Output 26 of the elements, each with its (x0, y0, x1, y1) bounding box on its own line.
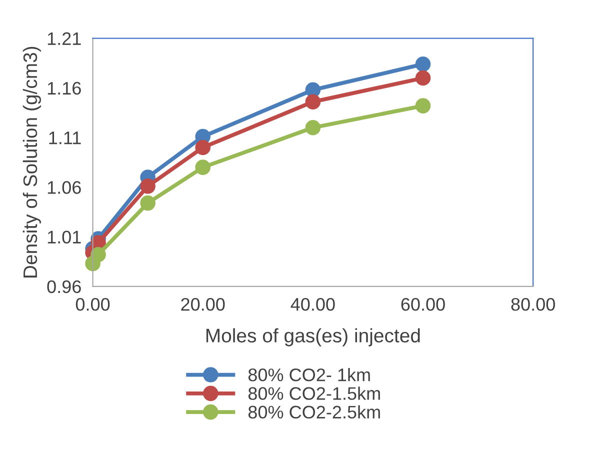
y-tick-label: 1.01 (48, 230, 81, 244)
point (195, 160, 210, 175)
point (415, 70, 431, 86)
x-tick-label: 60.00 (401, 298, 445, 311)
legend-label: 80% CO2-1.5km (248, 386, 380, 400)
point (305, 120, 321, 136)
y-tick-label: 1.21 (48, 32, 81, 45)
y-tick-label: 1.11 (49, 132, 81, 144)
point (415, 56, 431, 72)
x-tick-label: 20.00 (181, 298, 225, 311)
x-tick-label: 0.00 (76, 298, 110, 311)
y-tick-label: 0.96 (47, 280, 81, 294)
x-tick-label: 40.00 (290, 298, 335, 311)
y-tick-label: 1.06 (48, 181, 81, 194)
x-tick-label: 80.00 (511, 298, 555, 311)
legend-label: 80% CO2-2.5km (248, 405, 380, 419)
point (140, 195, 156, 211)
point (415, 98, 431, 114)
point (140, 178, 156, 194)
legend-label: 80% CO2- 1km (248, 368, 370, 382)
point (90, 246, 106, 262)
y-tick-label: 1.16 (48, 82, 81, 95)
y-axis-title: Density of Solution (g/cm3) (22, 46, 41, 278)
point (195, 140, 210, 156)
x-axis-title: Moles of gas(es) injected (206, 328, 420, 346)
point (305, 94, 321, 110)
